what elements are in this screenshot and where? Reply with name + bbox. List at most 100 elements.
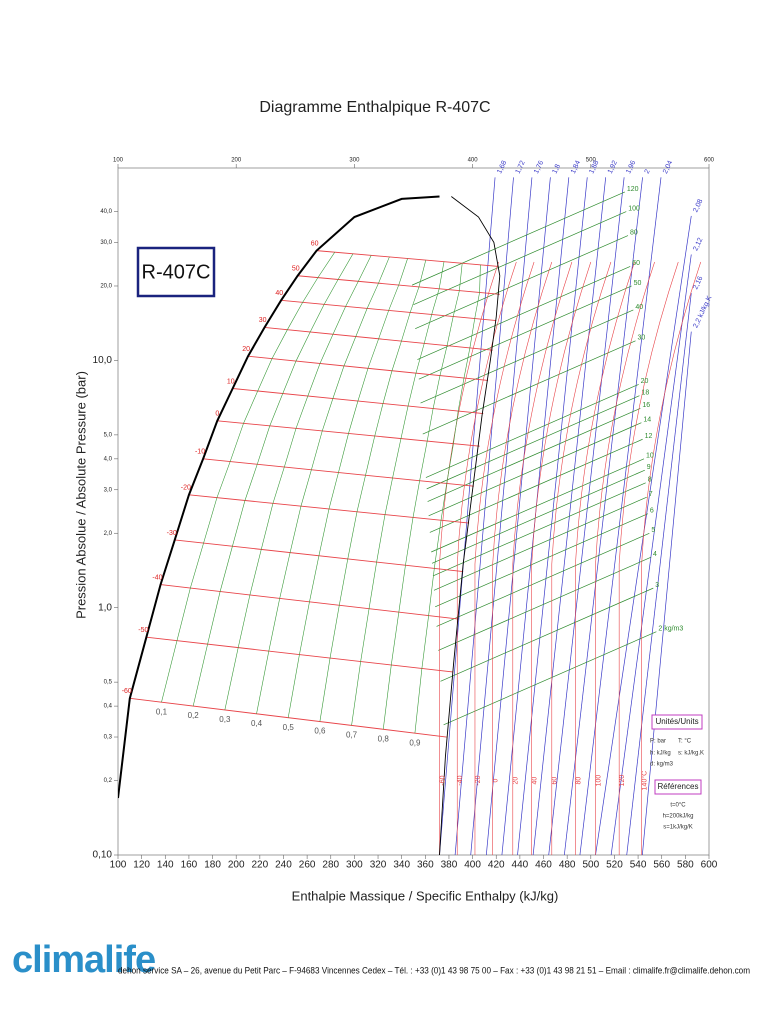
isotherm-label: -30 — [167, 530, 177, 537]
isochore-label: 40 — [635, 304, 643, 311]
x-tick-label: 200 — [228, 860, 245, 871]
vapor-isotherm — [492, 261, 553, 855]
x-tick-label: 120 — [133, 860, 150, 871]
y-tick-label: 5,0 — [104, 432, 113, 438]
isochore — [443, 631, 657, 726]
isochore — [436, 532, 650, 627]
isotherm-label: -20 — [181, 485, 191, 492]
x-tick-label: 340 — [393, 860, 410, 871]
vapor-isotherm-label: 80 — [575, 777, 582, 785]
vapor-isotherm-label: 60 — [552, 777, 559, 785]
isochore — [411, 191, 625, 286]
isentrope — [454, 177, 514, 855]
isotherm-label: 50 — [292, 266, 300, 273]
x-tick-label: 180 — [204, 860, 221, 871]
x-tick-label: 600 — [701, 860, 718, 871]
isochore — [429, 438, 643, 533]
isochore-label: 30 — [638, 335, 646, 342]
isochore-label: 60 — [632, 260, 640, 267]
x-tick-label: 320 — [370, 860, 387, 871]
isentrope-label: 2,12 — [692, 237, 704, 252]
x-tick-label: 580 — [677, 860, 694, 871]
quality-line — [256, 256, 390, 714]
isochore-label: 120 — [627, 186, 639, 193]
vapor-isotherm — [456, 261, 517, 855]
isentrope-label: 1,76 — [533, 160, 545, 175]
x-tick-label: 540 — [630, 860, 647, 871]
quality-label: 0,4 — [251, 719, 263, 728]
x-tick-label: 500 — [582, 860, 599, 871]
isochore — [432, 482, 646, 577]
isochore — [428, 422, 642, 517]
top-tick-label: 300 — [349, 158, 360, 164]
isochore — [415, 235, 629, 329]
saturation-curve — [439, 196, 501, 855]
x-axis-label: Enthalpie Massique / Specific Enthalpy (… — [292, 888, 559, 903]
isochore-label: 100 — [628, 205, 640, 212]
isochore-label: 16 — [642, 402, 650, 409]
quality-line — [224, 255, 372, 711]
saturation-curve — [118, 195, 440, 799]
footer-address: dehon service SA – 26, avenue du Petit P… — [118, 965, 750, 975]
isentrope-label: 1,84 — [570, 160, 582, 175]
isochore-label: 8 — [648, 477, 652, 484]
isochore — [435, 513, 649, 608]
isotherm-label: -40 — [152, 574, 162, 581]
isochore-label: 80 — [630, 229, 638, 236]
x-tick-label: 300 — [346, 860, 363, 871]
plot-frame — [117, 167, 710, 856]
isentrope-label: 1,8 — [552, 163, 563, 175]
y-tick-label: 0,10 — [93, 850, 113, 861]
isochore — [418, 285, 632, 380]
units-line: T: °C — [678, 739, 692, 745]
x-tick-label: 420 — [488, 860, 505, 871]
top-tick-label: 100 — [113, 158, 124, 164]
isotherm-label: -60 — [122, 688, 132, 695]
x-tick-label: 460 — [535, 860, 552, 871]
units-title-box — [651, 714, 703, 730]
quality-line — [161, 252, 336, 703]
isentrope — [579, 177, 662, 855]
chart-title: Diagramme Enthalpique R-407C — [259, 99, 490, 116]
quality-line — [287, 258, 408, 718]
units-line: s: kJ/kg.K — [678, 751, 704, 757]
isochore — [425, 384, 639, 478]
isochore — [440, 587, 654, 682]
isentrope-label: 1,96 — [625, 160, 637, 175]
units-box: Unités/Units P: bar T: °C h: kJ/kg s: kJ… — [650, 714, 704, 831]
y-tick-label: 0,2 — [104, 778, 113, 784]
x-tick-label: 480 — [559, 860, 576, 871]
vapor-isotherm-label: 120 — [619, 775, 626, 787]
isochore-label: 7 — [649, 491, 653, 498]
isotherm-label: 10 — [227, 378, 235, 385]
x-tick-label: 560 — [653, 860, 670, 871]
vapor-isotherm — [595, 261, 655, 855]
y-tick-label: 20,0 — [100, 284, 112, 290]
refrigerant-box — [136, 246, 216, 298]
isochore-label: 5 — [651, 527, 655, 534]
isochore — [420, 309, 634, 404]
vapor-isotherm — [641, 261, 702, 855]
isochore-label: 2 kg/m3 — [658, 626, 683, 633]
isochore-label: 6 — [650, 508, 654, 515]
x-tick-label: 440 — [512, 860, 529, 871]
vapor-isotherm — [531, 261, 592, 855]
isentrope — [626, 293, 692, 855]
quality-label: 0,7 — [346, 731, 358, 740]
top-tick-label: 200 — [231, 158, 242, 164]
isotherm-label: 60 — [311, 240, 319, 247]
units-line: d: kg/m3 — [650, 762, 674, 768]
x-tick-label: 220 — [251, 860, 268, 871]
isochore-label: 20 — [641, 378, 649, 385]
references-title: Références — [658, 782, 699, 791]
isotherm-label: 40 — [275, 290, 283, 297]
x-tick-label: 380 — [441, 860, 458, 871]
x-tick-label: 160 — [181, 860, 198, 871]
isotherm-label: -10 — [195, 449, 205, 456]
isotherm-label: 30 — [259, 317, 267, 324]
isentrope-label: 1,68 — [496, 160, 508, 175]
vapor-isotherm — [575, 261, 635, 855]
quality-line — [351, 261, 445, 726]
isotherm-label: -50 — [138, 627, 148, 634]
